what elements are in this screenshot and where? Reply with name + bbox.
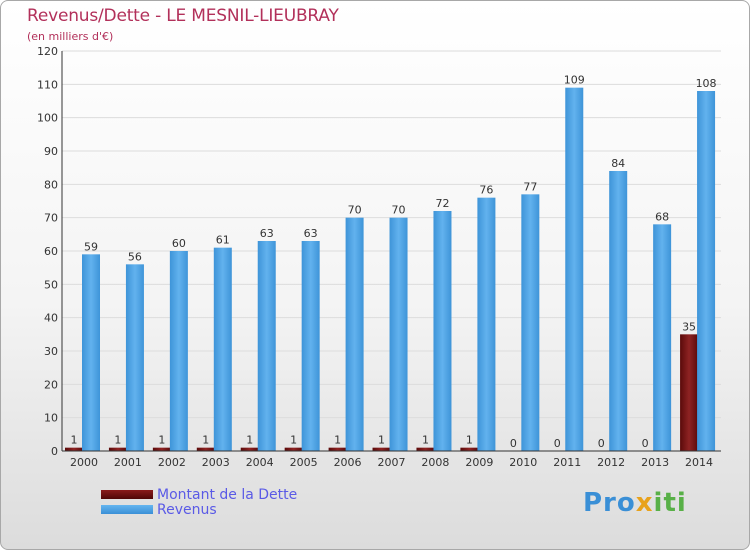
- data-label-revenus: 59: [84, 240, 98, 253]
- data-label-revenus: 63: [260, 227, 274, 240]
- bar-layer: 1 59 1 56 1 60 1 61 1 63 1 63 1 70 1 70 1 72 1 76 0 77 0 109 0 84…: [65, 74, 717, 452]
- x-tick-label: 2000: [70, 456, 98, 469]
- x-tick-label: 2006: [334, 456, 362, 469]
- legend-label-dette: Montant de la Dette: [157, 486, 298, 503]
- data-label-dette: 1: [378, 434, 385, 447]
- y-tick-label: 80: [44, 178, 58, 191]
- data-label-dette: 1: [246, 434, 253, 447]
- y-tick-label: 40: [44, 312, 58, 325]
- x-tick-label: 2003: [202, 456, 230, 469]
- x-tick-label: 2001: [114, 456, 142, 469]
- bar-revenus: [609, 171, 628, 451]
- data-label-revenus: 72: [435, 197, 449, 210]
- bar-dette: [372, 447, 391, 451]
- data-label-dette: 1: [422, 434, 429, 447]
- bar-revenus: [125, 264, 144, 451]
- x-tick-label: 2002: [158, 456, 186, 469]
- x-tick-label: 2013: [641, 456, 669, 469]
- data-label-dette: 1: [334, 434, 341, 447]
- x-tick-label: 2014: [685, 456, 713, 469]
- legend-swatch-dette: [101, 490, 153, 499]
- bar-revenus: [653, 224, 672, 451]
- x-tick-label: 2011: [553, 456, 581, 469]
- y-tick-label: 70: [44, 212, 58, 225]
- bar-revenus: [345, 217, 364, 451]
- data-label-revenus: 108: [696, 77, 717, 90]
- data-label-revenus: 109: [564, 74, 585, 87]
- data-label-revenus: 61: [216, 234, 230, 247]
- data-label-dette: 0: [642, 437, 649, 450]
- bar-dette: [416, 447, 435, 451]
- data-label-revenus: 84: [611, 157, 625, 170]
- legend-item-revenus: Revenus: [101, 501, 297, 518]
- y-tick-label: 50: [44, 278, 58, 291]
- bar-dette: [108, 447, 127, 451]
- data-label-dette: 1: [202, 434, 209, 447]
- bar-revenus: [257, 241, 276, 451]
- bar-revenus: [521, 194, 540, 452]
- legend: Montant de la Dette Revenus: [101, 486, 298, 518]
- bar-dette: [680, 334, 699, 451]
- y-tick-label: 90: [44, 145, 58, 158]
- x-tick-label: 2009: [465, 456, 493, 469]
- y-tick-label: 30: [44, 345, 58, 358]
- bar-dette: [460, 447, 479, 451]
- bar-revenus: [82, 254, 100, 451]
- y-tick-label: 100: [37, 112, 58, 125]
- x-tick-label: 2008: [421, 456, 449, 469]
- data-label-revenus: 70: [392, 204, 406, 217]
- legend-label-revenus: Revenus: [157, 501, 217, 518]
- proxiti-logo: Proxiti: [583, 488, 687, 518]
- data-label-revenus: 63: [304, 227, 318, 240]
- bar-dette: [328, 447, 347, 451]
- x-tick-label: 2007: [378, 456, 406, 469]
- data-label-dette: 0: [510, 437, 517, 450]
- bar-revenus: [213, 247, 232, 451]
- data-label-revenus: 70: [348, 204, 362, 217]
- chart-title: Revenus/Dette - LE MESNIL-LIEUBRAY: [27, 6, 339, 26]
- y-tick-label: 10: [44, 412, 58, 425]
- bar-revenus: [697, 91, 716, 451]
- bar-dette: [65, 447, 83, 451]
- data-label-dette: 1: [290, 434, 297, 447]
- y-tick-label: 60: [44, 245, 58, 258]
- y-tick-label: 20: [44, 378, 58, 391]
- data-label-dette: 1: [71, 434, 78, 447]
- y-tick-label: 120: [37, 45, 58, 58]
- x-tick-label: 2005: [290, 456, 318, 469]
- data-label-revenus: 77: [523, 180, 537, 193]
- bar-dette: [284, 447, 303, 451]
- data-label-dette: 1: [114, 434, 121, 447]
- data-label-dette: 0: [598, 437, 605, 450]
- legend-swatch-revenus: [101, 505, 153, 514]
- x-tick-label: 2012: [597, 456, 625, 469]
- bar-revenus: [433, 211, 452, 451]
- x-tick-label: 2004: [246, 456, 274, 469]
- data-label-dette: 1: [466, 434, 473, 447]
- data-label-revenus: 56: [128, 250, 142, 263]
- bar-revenus: [169, 251, 188, 451]
- bar-revenus: [301, 241, 320, 451]
- y-tick-label: 110: [37, 78, 58, 91]
- bar-revenus: [389, 217, 408, 451]
- bar-revenus: [477, 197, 496, 451]
- data-label-revenus: 60: [172, 237, 186, 250]
- bar-dette: [240, 447, 259, 451]
- y-tick-label: 0: [51, 445, 58, 458]
- data-label-dette: 0: [554, 437, 561, 450]
- data-label-dette: 35: [682, 320, 696, 333]
- chart-subtitle: (en milliers d'€): [27, 30, 114, 43]
- x-tick-label: 2010: [509, 456, 537, 469]
- bar-dette: [196, 447, 215, 451]
- bar-revenus: [565, 87, 584, 452]
- data-label-dette: 1: [158, 434, 165, 447]
- data-label-revenus: 76: [479, 184, 493, 197]
- legend-item-dette: Montant de la Dette: [101, 486, 298, 503]
- bar-dette: [152, 447, 171, 451]
- data-label-revenus: 68: [655, 210, 669, 223]
